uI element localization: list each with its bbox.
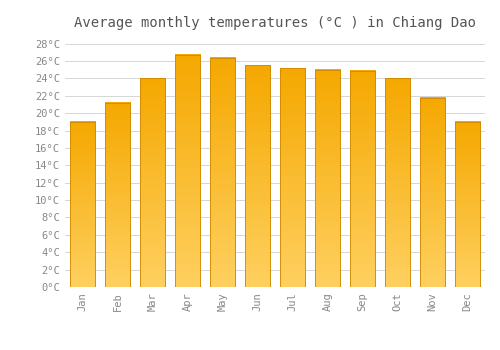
Title: Average monthly temperatures (°C ) in Chiang Dao: Average monthly temperatures (°C ) in Ch… <box>74 16 476 30</box>
